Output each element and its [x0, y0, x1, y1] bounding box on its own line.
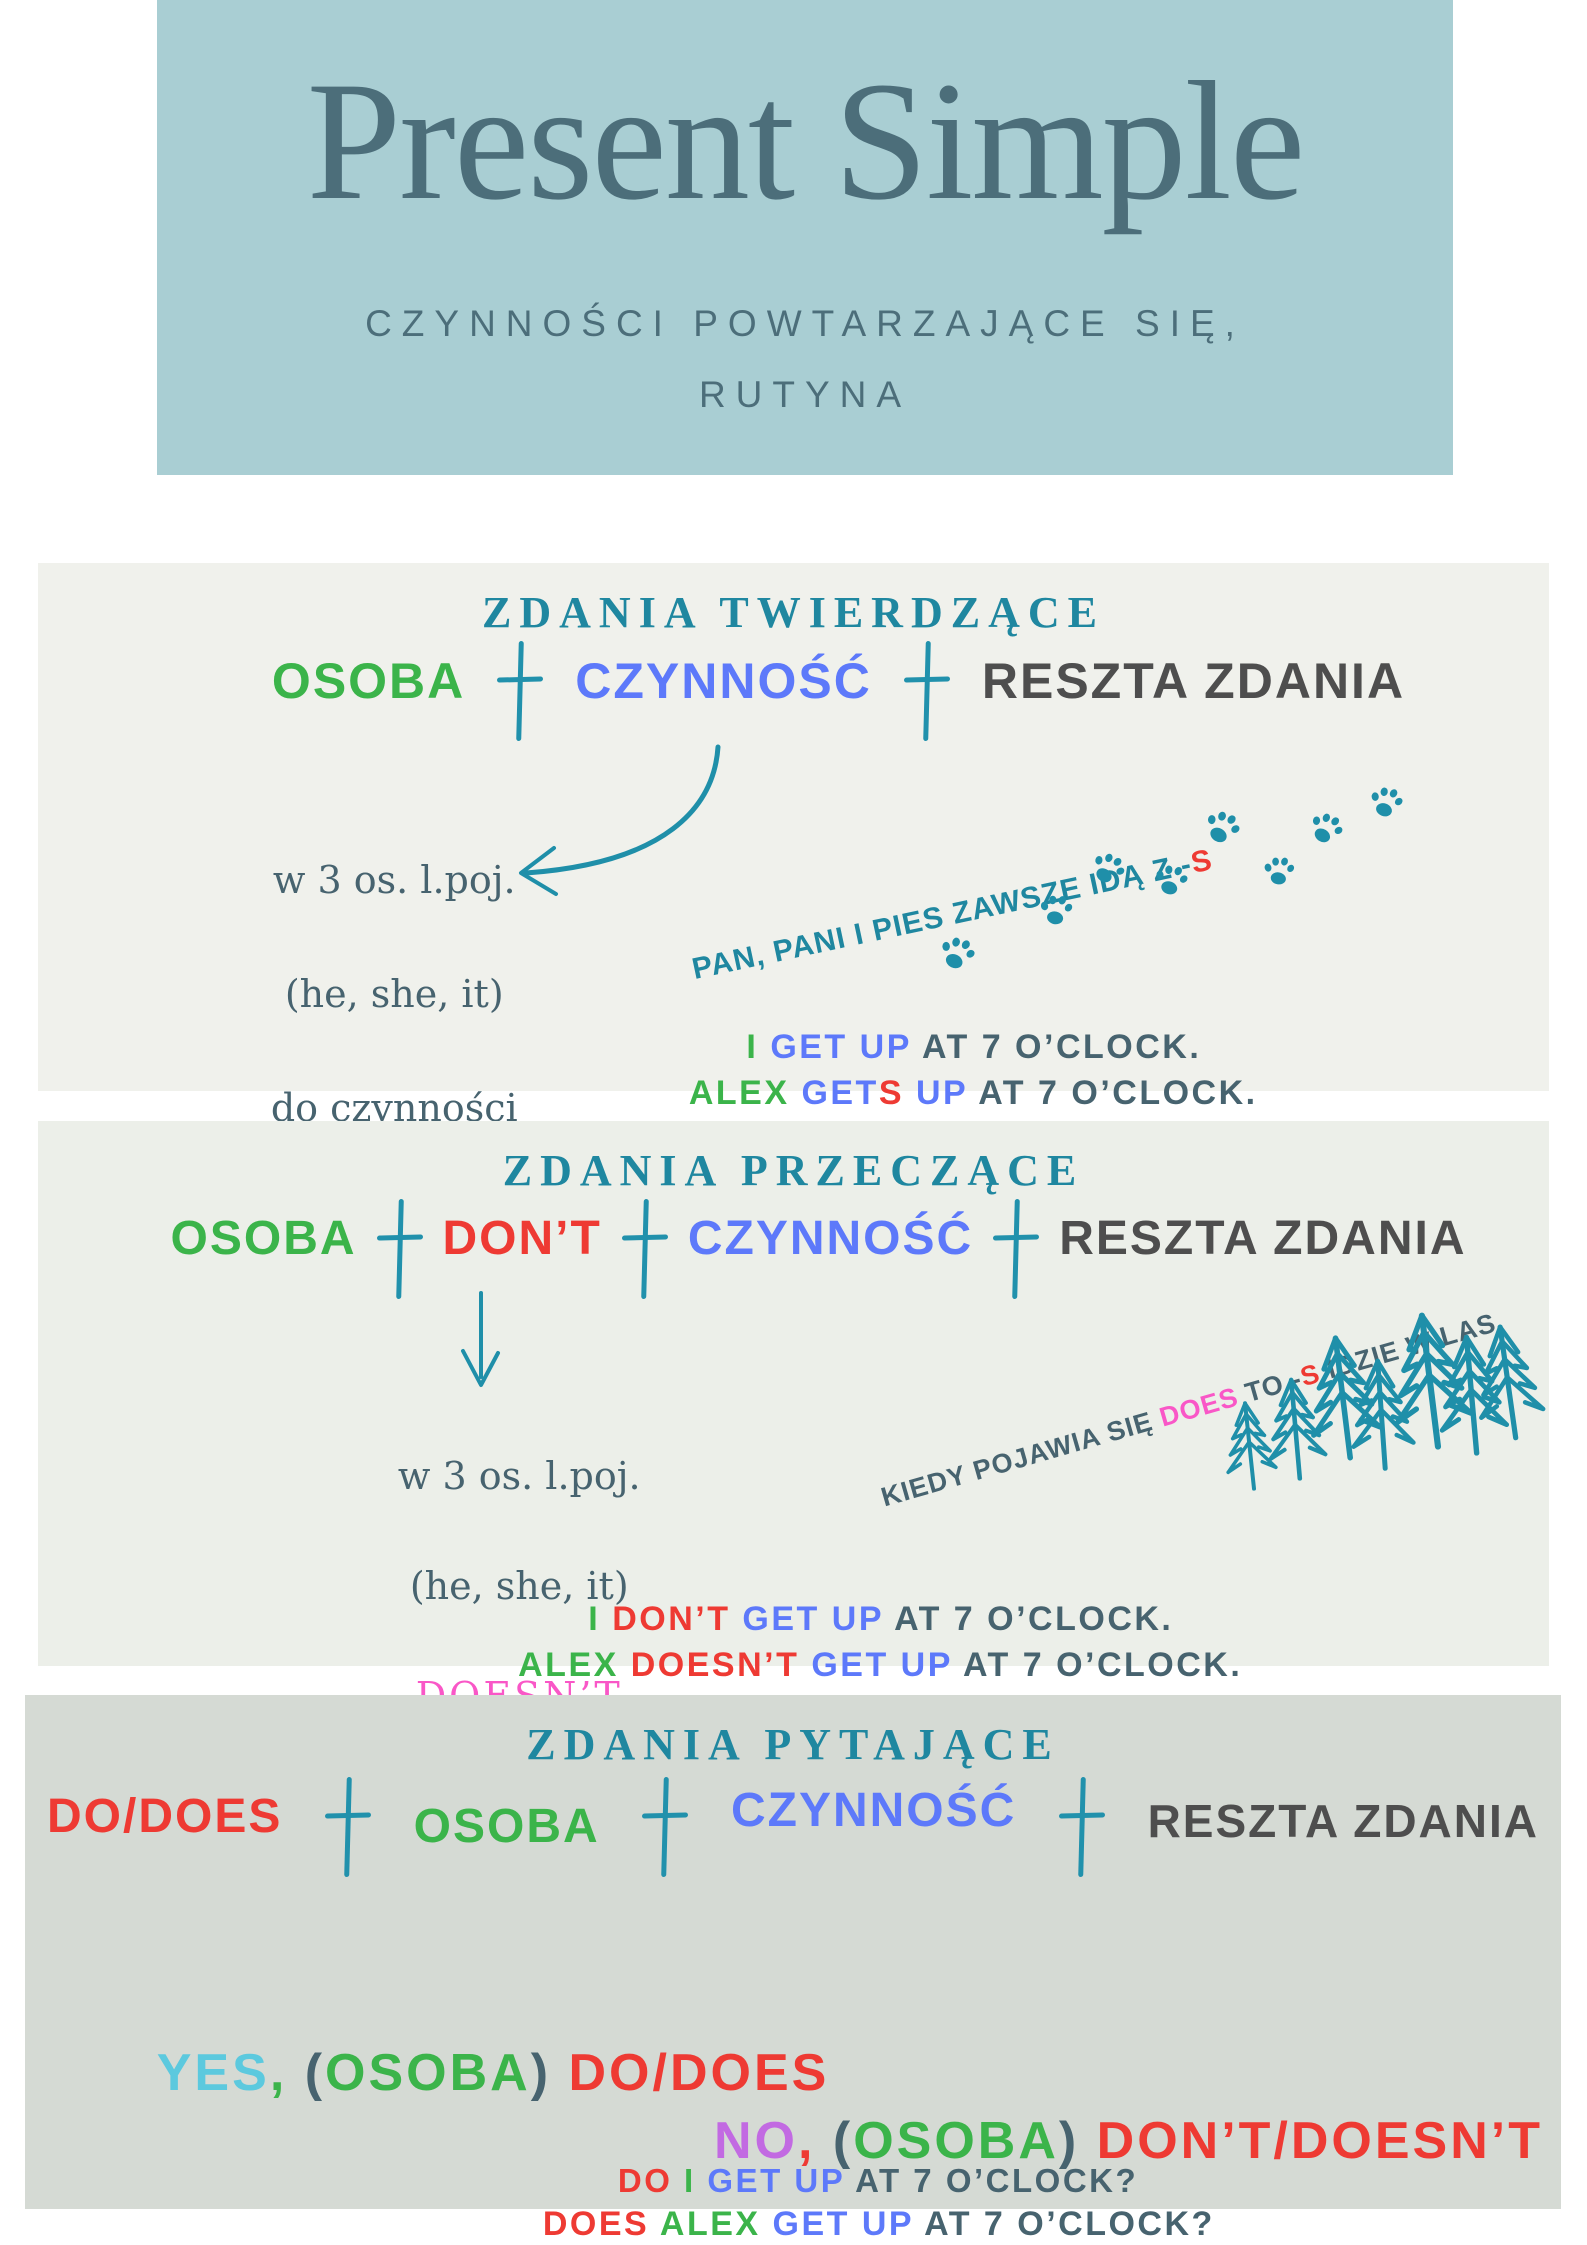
- annotation-text: KIEDY POJAWIA SIĘ: [877, 1403, 1165, 1513]
- answer-part: ): [530, 2044, 569, 2102]
- example-part: DOES: [542, 2205, 660, 2243]
- example-part: ALEX: [688, 1074, 802, 1112]
- example-sentence: DOES ALEX GET UP AT 7 O’CLOCK?: [243, 2161, 1443, 2245]
- formula-term-reszta: RESZTA ZDANIA: [1147, 1795, 1539, 1847]
- formula-term-czynnosc: CZYNNOŚĆ: [575, 653, 872, 709]
- formula-term-czynnosc: CZYNNOŚĆ: [730, 1784, 1017, 1837]
- plus-icon: [904, 641, 950, 741]
- plus-icon: [622, 1199, 668, 1299]
- example-part: GET UP: [770, 1028, 922, 1066]
- example-part: DOESN’T: [630, 1646, 812, 1684]
- paw-icon: [1302, 805, 1349, 852]
- answer-part: OSOBA: [325, 2044, 531, 2102]
- plus-icon: [642, 1777, 688, 1877]
- example-sentence: I GET UP AT 7 O’CLOCK.: [338, 981, 1538, 1113]
- formula-term-dont: DON’T: [442, 1212, 602, 1265]
- note-line1: w 3 os. l.poj.: [272, 858, 516, 902]
- formula-term-dodoes: DO/DOES: [47, 1790, 283, 1843]
- example-part: DO: [617, 2162, 685, 2199]
- plus-icon: [325, 1777, 371, 1877]
- formula-term-reszta: RESZTA ZDANIA: [1059, 1212, 1467, 1265]
- formula-term-reszta: RESZTA ZDANIA: [981, 653, 1406, 709]
- example-part: AT 7 O’CLOCK.: [921, 1028, 1202, 1066]
- answer-part: (: [832, 2112, 854, 2170]
- example-part: AT 7 O’CLOCK?: [855, 2162, 1139, 2199]
- answer-part: (: [304, 2044, 326, 2102]
- example-part: GET: [801, 1074, 879, 1112]
- example-part: GET UP: [811, 1646, 963, 1684]
- example-part: S: [878, 1074, 905, 1112]
- page-title: Present Simple: [306, 47, 1306, 235]
- section-affirmative: ZDANIA TWIERDZĄCE OSOBA CZYNNOŚĆ RESZTA …: [38, 563, 1549, 1244]
- plus-icon: [1059, 1777, 1105, 1877]
- paw-icon: [1363, 780, 1407, 824]
- example-part: GET UP: [707, 2162, 856, 2199]
- answer-part: DON’T/DOESN’T: [1096, 2112, 1543, 2170]
- example-part: GET UP: [772, 2205, 925, 2243]
- answer-part: ): [1058, 2112, 1097, 2170]
- section-negative-title: ZDANIA PRZECZĄCE: [502, 1146, 1085, 1195]
- example-sentence: ALEX GETS UP AT 7 O’CLOCK.: [338, 1027, 1538, 1159]
- note-line1: w 3 os. l.poj.: [397, 1454, 641, 1498]
- example-part: DON’T: [612, 1600, 743, 1638]
- page-subtitle-line1: CZYNNOŚCI POWTARZAJĄCE SIĘ,: [365, 303, 1245, 344]
- example-part: AT 7 O’CLOCK?: [924, 2205, 1215, 2243]
- formula-term-osoba: OSOBA: [413, 1800, 600, 1853]
- answer-part: YES: [156, 2044, 270, 2102]
- pine-tree-icon: [1459, 1306, 1554, 1446]
- example-sentence: I DON’T GET UP AT 7 O’CLOCK.: [245, 1553, 1445, 1685]
- example-sentence: DO I GET UP AT 7 O’CLOCK?: [243, 2121, 1443, 2241]
- section-affirmative-title: ZDANIA TWIERDZĄCE: [482, 588, 1105, 637]
- note-line2: (he, she, it): [409, 1564, 629, 1608]
- page-subtitle-line2: RUTYNA: [698, 374, 912, 415]
- formula-term-czynnosc: CZYNNOŚĆ: [687, 1212, 974, 1265]
- example-part: I: [684, 2162, 708, 2199]
- formula-term-osoba: OSOBA: [271, 653, 466, 709]
- example-part: ALEX: [659, 2205, 773, 2243]
- example-part: ALEX: [518, 1646, 631, 1684]
- note-line2: (he, she, it): [284, 972, 504, 1016]
- formula-negative: OSOBA DON’T CZYNNOŚĆ RESZTA ZDANIA: [63, 1209, 1574, 1299]
- formula-questions: DO/DOES OSOBA CZYNNOŚĆ RESZTA ZDANIA: [25, 1784, 1561, 1877]
- paw-icon: [1035, 890, 1075, 930]
- example-part: UP: [904, 1074, 979, 1112]
- answer-part: ,: [797, 2112, 833, 2170]
- answer-part: DO/DOES: [568, 2044, 830, 2102]
- section-questions-title: ZDANIA PYTAJĄCE: [526, 1720, 1060, 1769]
- short-answer-yes: YES, (OSOBA) DO/DOES: [53, 1983, 829, 2163]
- short-answer-no: NO, (OSOBA) DON’T/DOESN’T: [609, 2051, 1543, 2231]
- example-part: I: [746, 1028, 771, 1066]
- example-part: AT 7 O’CLOCK.: [962, 1646, 1243, 1684]
- example-part: GET UP: [742, 1600, 895, 1638]
- curved-arrow-icon: [490, 741, 730, 899]
- down-arrow-icon: [453, 1289, 509, 1403]
- plus-icon: [993, 1199, 1039, 1299]
- formula-term-osoba: OSOBA: [170, 1212, 357, 1265]
- answer-part: OSOBA: [853, 2112, 1059, 2170]
- example-part: AT 7 O’CLOCK.: [978, 1074, 1258, 1112]
- example-sentence: ALEX DOESN’T GET UP AT 7 O’CLOCK.: [245, 1599, 1445, 1731]
- paw-icon: [1259, 852, 1296, 889]
- example-part: I: [588, 1600, 613, 1638]
- answer-part: ,: [269, 2044, 305, 2102]
- section-negative: ZDANIA PRZECZĄCE OSOBA DON’T CZYNNOŚĆ RE…: [38, 1121, 1549, 1718]
- header-panel: Present Simple CZYNNOŚCI POWTARZAJĄCE SI…: [157, 0, 1453, 475]
- plus-icon: [377, 1199, 423, 1299]
- plus-icon: [497, 641, 543, 741]
- example-part: AT 7 O’CLOCK.: [894, 1600, 1174, 1638]
- section-questions: ZDANIA PYTAJĄCE DO/DOES OSOBA CZYNNOŚĆ R…: [25, 1695, 1561, 2243]
- formula-affirmative: OSOBA CZYNNOŚĆ RESZTA ZDANIA: [83, 651, 1587, 741]
- answer-part: NO: [713, 2112, 798, 2170]
